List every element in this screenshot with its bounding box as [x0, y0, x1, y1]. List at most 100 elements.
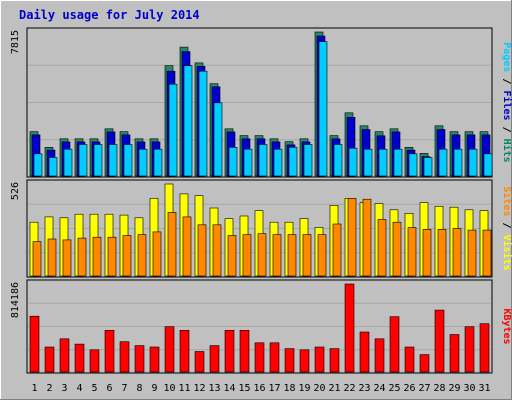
- bar-kbytes-day-13: [209, 345, 220, 373]
- bar-sites-day-7: [122, 235, 132, 277]
- bar-kbytes-day-1: [29, 315, 40, 373]
- bar-kbytes-day-9: [149, 346, 160, 373]
- x-tick-day-12: 12: [193, 383, 205, 394]
- x-tick-day-31: 31: [478, 383, 490, 394]
- bar-sites-day-28: [437, 229, 447, 277]
- x-tick-day-25: 25: [388, 383, 400, 394]
- bar-kbytes-day-6: [104, 329, 115, 373]
- bar-pages-day-24: [378, 148, 388, 177]
- x-tick-day-8: 8: [136, 383, 142, 394]
- legend-segment: Sites: [501, 186, 512, 216]
- x-tick-day-13: 13: [208, 383, 220, 394]
- bar-kbytes-day-31: [479, 323, 490, 373]
- bar-sites-day-16: [257, 233, 267, 277]
- bar-pages-day-20: [318, 41, 328, 177]
- bar-kbytes-day-11: [179, 329, 190, 373]
- bar-pages-day-5: [93, 144, 103, 177]
- x-tick-day-19: 19: [298, 383, 310, 394]
- bar-pages-day-29: [453, 148, 463, 177]
- bar-kbytes-day-8: [134, 345, 145, 373]
- x-tick-day-2: 2: [46, 383, 52, 394]
- bar-sites-day-26: [407, 227, 417, 277]
- x-tick-day-27: 27: [418, 383, 430, 394]
- bar-pages-day-3: [63, 148, 73, 177]
- bar-pages-day-31: [483, 153, 493, 177]
- x-tick-day-11: 11: [178, 383, 190, 394]
- bar-kbytes-day-26: [404, 346, 415, 373]
- bar-kbytes-day-27: [419, 354, 430, 373]
- x-tick-day-28: 28: [433, 383, 445, 394]
- bar-pages-day-14: [228, 147, 238, 177]
- bar-kbytes-day-22: [344, 283, 355, 373]
- legend-segment: /: [501, 72, 512, 90]
- y-max-label: 814186: [10, 282, 21, 318]
- bar-sites-day-6: [107, 236, 117, 277]
- bar-kbytes-day-7: [119, 341, 130, 373]
- bar-sites-day-1: [32, 241, 42, 277]
- bar-pages-day-13: [213, 102, 223, 177]
- bar-kbytes-day-29: [449, 334, 460, 373]
- bar-sites-day-17: [272, 234, 282, 277]
- panel-visits-sites: 526 Sites / Visits: [10, 179, 512, 278]
- x-tick-day-16: 16: [253, 383, 265, 394]
- x-tick-day-23: 23: [358, 383, 370, 394]
- legend-segment: /: [501, 121, 512, 139]
- bar-sites-day-9: [152, 231, 162, 277]
- x-tick-day-24: 24: [373, 383, 385, 394]
- x-tick-day-26: 26: [403, 383, 415, 394]
- bar-sites-day-20: [317, 234, 327, 277]
- legend-hits-files-pages: Pages / Files / Hits: [501, 42, 512, 162]
- bar-kbytes-day-10: [164, 326, 175, 373]
- chart-title: Daily usage for July 2014: [19, 8, 200, 22]
- legend-segment: KBytes: [501, 308, 512, 344]
- bar-pages-day-22: [348, 147, 358, 177]
- bar-kbytes-day-20: [314, 346, 325, 373]
- bar-pages-day-28: [438, 148, 448, 177]
- bar-kbytes-day-24: [374, 338, 385, 373]
- bar-pages-day-6: [108, 144, 118, 177]
- bar-pages-day-19: [303, 144, 313, 177]
- x-tick-day-20: 20: [313, 383, 325, 394]
- x-tick-day-6: 6: [106, 383, 112, 394]
- bar-kbytes-day-14: [224, 329, 235, 373]
- x-tick-day-10: 10: [163, 383, 175, 394]
- bar-kbytes-day-19: [299, 349, 310, 373]
- bar-kbytes-day-23: [359, 331, 370, 373]
- bar-sites-day-8: [137, 234, 147, 277]
- bar-sites-day-12: [197, 224, 207, 277]
- chart-panels: 7815 Pages / Files / Hits 526 Sites / Visit…: [10, 27, 512, 374]
- x-tick-day-18: 18: [283, 383, 295, 394]
- bar-kbytes-day-21: [329, 348, 340, 373]
- bar-sites-day-24: [377, 219, 387, 277]
- bar-kbytes-day-2: [44, 346, 55, 373]
- bar-sites-day-23: [362, 198, 372, 277]
- bar-sites-day-13: [212, 224, 222, 277]
- bar-sites-day-5: [92, 236, 102, 277]
- bar-sites-day-25: [392, 221, 402, 277]
- bar-pages-day-12: [198, 70, 208, 177]
- bar-kbytes-day-18: [284, 348, 295, 373]
- x-tick-day-9: 9: [151, 383, 157, 394]
- bar-pages-day-2: [48, 157, 58, 177]
- bar-sites-day-14: [227, 235, 237, 277]
- x-tick-day-3: 3: [61, 383, 67, 394]
- bar-pages-day-1: [33, 153, 43, 177]
- bar-sites-day-15: [242, 234, 252, 277]
- bar-kbytes-day-16: [254, 342, 265, 373]
- bar-sites-day-2: [47, 238, 57, 277]
- x-axis-labels: 1 2 3 4 5 6 7 8 9 10 11 12 13 14 15 16 17 18 19 20 21 22 23 24 2…: [31, 383, 490, 394]
- x-tick-day-14: 14: [223, 383, 235, 394]
- bar-sites-day-27: [422, 229, 432, 277]
- bar-kbytes-day-15: [239, 329, 250, 373]
- bar-kbytes-day-25: [389, 316, 400, 373]
- bar-kbytes-day-28: [434, 309, 445, 373]
- bar-kbytes-day-12: [194, 351, 205, 373]
- bar-sites-day-22: [347, 198, 357, 277]
- bar-kbytes-day-4: [74, 343, 85, 373]
- bar-pages-day-30: [468, 148, 478, 177]
- bar-pages-day-17: [273, 148, 283, 177]
- bar-sites-day-30: [467, 229, 477, 277]
- x-tick-day-22: 22: [343, 383, 355, 394]
- bar-pages-day-10: [168, 83, 178, 177]
